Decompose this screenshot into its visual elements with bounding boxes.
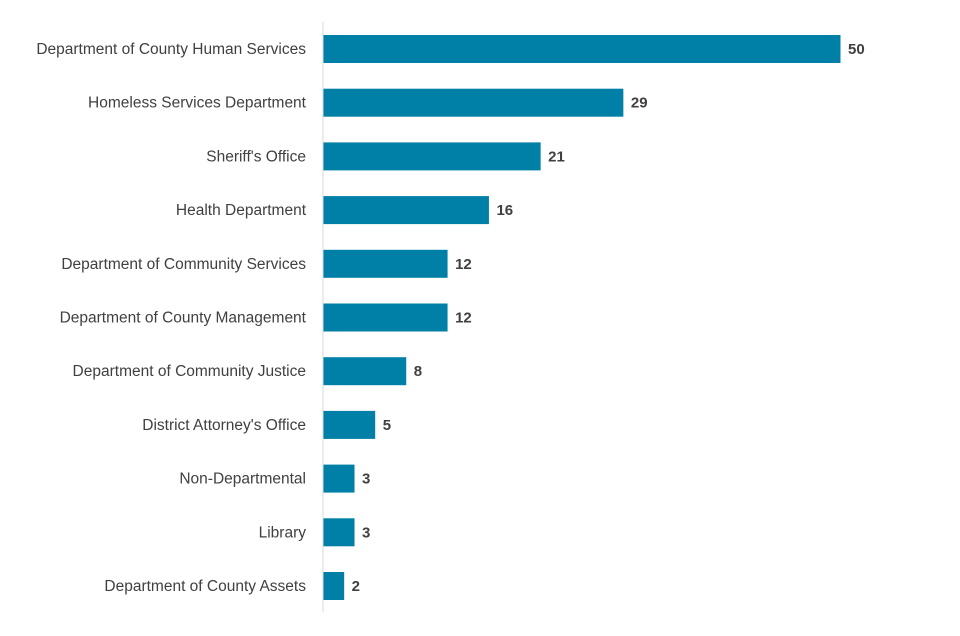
category-label: Library <box>259 524 307 541</box>
bar <box>323 518 355 547</box>
data-label: 16 <box>496 202 513 219</box>
bar <box>323 249 448 278</box>
category-label: Homeless Services Department <box>88 95 307 112</box>
data-label: 3 <box>362 471 370 488</box>
data-label: 3 <box>362 524 370 541</box>
category-label: Non-Departmental <box>179 471 306 488</box>
category-label: Department of Community Services <box>61 256 306 273</box>
data-label: 8 <box>414 363 422 380</box>
data-label: 12 <box>455 310 472 327</box>
category-label: Sheriff's Office <box>206 148 306 165</box>
bar <box>323 357 407 386</box>
bar <box>323 464 355 493</box>
category-label: Health Department <box>176 202 307 219</box>
bar <box>323 35 841 63</box>
data-label: 29 <box>631 95 648 112</box>
bar <box>323 303 448 332</box>
category-label: Department of County Management <box>60 310 307 327</box>
category-label: District Attorney's Office <box>142 417 306 434</box>
category-label: Department of County Human Services <box>36 41 306 58</box>
data-label: 21 <box>548 148 565 165</box>
bar <box>323 88 624 117</box>
bar <box>323 410 376 439</box>
bar <box>323 142 541 171</box>
data-label: 2 <box>352 578 360 595</box>
data-label: 50 <box>848 41 865 58</box>
data-label: 5 <box>383 417 391 434</box>
bar <box>323 572 345 600</box>
category-label: Department of Community Justice <box>73 363 306 380</box>
bar <box>323 196 489 225</box>
category-label: Department of County Assets <box>104 578 306 595</box>
data-label: 12 <box>455 256 472 273</box>
